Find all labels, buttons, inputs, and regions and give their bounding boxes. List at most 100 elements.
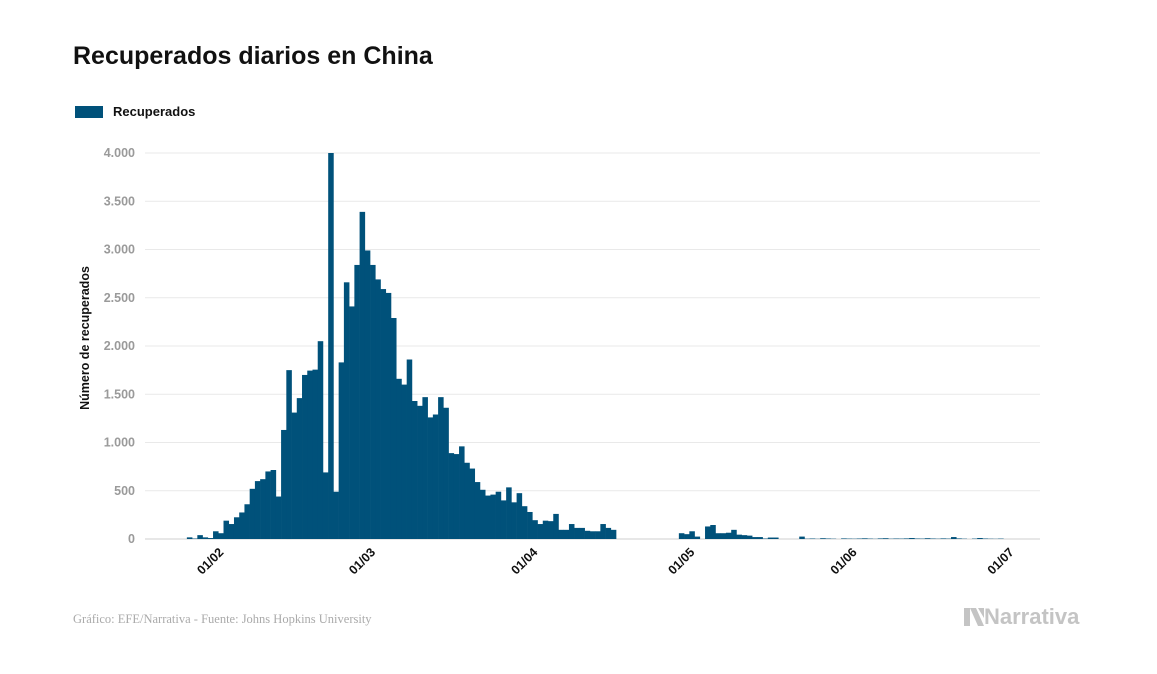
bar: [364, 250, 371, 539]
logo-text: Narrativa: [984, 604, 1080, 629]
x-tick-label: 01/03: [346, 545, 378, 577]
bar: [584, 530, 591, 539]
bar: [731, 529, 737, 539]
bar: [186, 537, 193, 539]
bar: [553, 513, 559, 539]
bar: [260, 479, 266, 539]
bar: [254, 481, 261, 539]
y-tick-label: 500: [114, 484, 135, 498]
bar: [464, 462, 470, 539]
bar: [527, 511, 533, 539]
narrativa-logo-icon: [964, 608, 984, 626]
y-tick-label: 2.000: [104, 339, 135, 353]
bar: [909, 538, 915, 539]
x-tick-label: 01/05: [665, 545, 697, 577]
bar: [548, 521, 554, 539]
bar: [720, 533, 727, 539]
bar: [307, 370, 313, 539]
bar: [401, 384, 407, 539]
x-tick-label: 01/02: [194, 545, 226, 577]
bar: [558, 529, 565, 539]
bar: [385, 292, 392, 539]
bar: [375, 279, 381, 539]
bar: [516, 493, 523, 539]
bar: [521, 506, 528, 539]
bar: [322, 472, 329, 539]
bar: [537, 524, 544, 539]
bar: [605, 527, 612, 539]
bar: [390, 318, 397, 539]
bar: [270, 470, 277, 539]
bar: [459, 446, 465, 539]
bar: [343, 282, 350, 539]
bar: [286, 370, 292, 540]
bar: [684, 534, 690, 539]
bar: [841, 538, 847, 539]
bar: [443, 407, 449, 539]
bar: [705, 526, 711, 539]
bar: [380, 289, 387, 539]
bar: [500, 500, 507, 539]
bar: [736, 534, 742, 539]
bar: [244, 504, 250, 539]
bar: [448, 453, 455, 539]
bar: [228, 524, 235, 539]
y-tick-label: 3.500: [104, 194, 135, 208]
y-tick-label: 2.500: [104, 291, 135, 305]
bar: [542, 520, 549, 539]
bar: [359, 211, 366, 539]
bar: [600, 524, 606, 539]
legend-label: Recuperados: [113, 104, 196, 119]
bar: [333, 491, 339, 539]
bar: [568, 524, 575, 539]
bar: [694, 536, 701, 539]
bar: [589, 531, 596, 539]
bar: [474, 482, 481, 539]
bar: [281, 429, 287, 539]
bar: [511, 502, 517, 539]
chart-title: Recuperados diarios en China: [73, 42, 433, 70]
bar: [312, 369, 319, 539]
legend-swatch: [75, 105, 103, 118]
x-tick-label: 01/04: [508, 545, 540, 577]
bar: [951, 537, 957, 539]
bar: [453, 454, 460, 539]
bar: [223, 520, 230, 539]
bar: [411, 401, 418, 539]
bar: [438, 397, 444, 539]
y-axis-label: Número de recuperados: [78, 266, 92, 410]
bar: [563, 529, 570, 539]
bars: [186, 153, 1004, 540]
bar: [862, 538, 868, 539]
bar: [265, 471, 271, 539]
bar: [291, 412, 298, 539]
bar: [924, 538, 931, 539]
bar: [741, 535, 748, 539]
bar: [317, 341, 324, 539]
bar: [715, 533, 722, 539]
bar: [725, 532, 732, 539]
bar: [197, 535, 203, 539]
bar: [757, 537, 763, 539]
bar: [746, 535, 753, 539]
bar: [202, 537, 209, 539]
bar: [710, 525, 716, 539]
bar: [296, 398, 303, 539]
bar: [610, 529, 617, 539]
bar: [218, 533, 224, 539]
x-tick-label: 01/07: [985, 545, 1017, 577]
bar: [579, 527, 585, 539]
bar: [338, 362, 345, 539]
bar: [977, 538, 983, 539]
bar: [349, 306, 355, 539]
bar: [370, 264, 376, 539]
bar: [877, 538, 884, 539]
bar: [422, 397, 428, 539]
bar: [595, 531, 601, 539]
bar: [354, 264, 360, 539]
bar: [485, 495, 491, 539]
bar: [903, 538, 910, 539]
bar: [940, 538, 947, 539]
bar: [495, 491, 502, 539]
